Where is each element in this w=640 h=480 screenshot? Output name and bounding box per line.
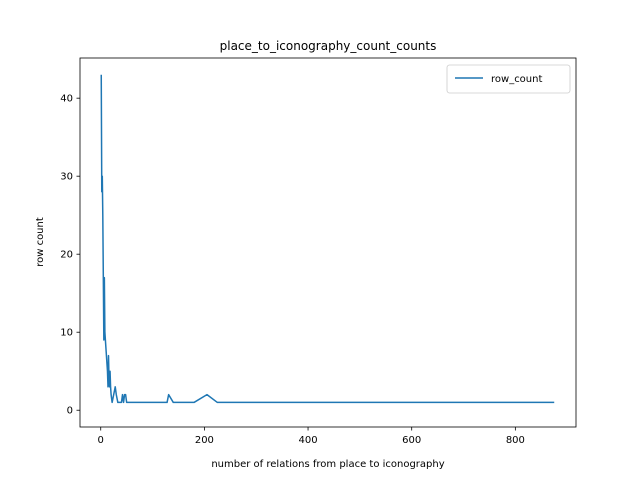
x-tick-label: 200 <box>195 435 214 446</box>
legend-box <box>446 64 571 94</box>
chart-title: place_to_iconography_count_counts <box>220 39 437 53</box>
legend: row_count <box>446 64 571 94</box>
y-tick-label: 20 <box>60 250 73 261</box>
x-tick-label: 600 <box>402 435 421 446</box>
x-axis-label: number of relations from place to iconog… <box>211 459 444 470</box>
y-axis-label: row count <box>35 217 46 267</box>
x-axis: 0 200 400 600 800 <box>98 427 525 446</box>
legend-label: row_count <box>491 74 542 85</box>
series-line-row_count <box>100 74 555 404</box>
plot-frame <box>79 57 577 428</box>
x-tick-label: 0 <box>98 435 104 446</box>
x-tick-label: 400 <box>298 435 317 446</box>
y-tick-label: 40 <box>60 94 73 105</box>
y-tick-label: 10 <box>60 328 73 339</box>
y-axis: 0 10 20 30 40 <box>60 94 80 417</box>
y-tick-label: 0 <box>67 406 73 417</box>
x-tick-label: 800 <box>506 435 525 446</box>
y-tick-label: 30 <box>60 172 73 183</box>
